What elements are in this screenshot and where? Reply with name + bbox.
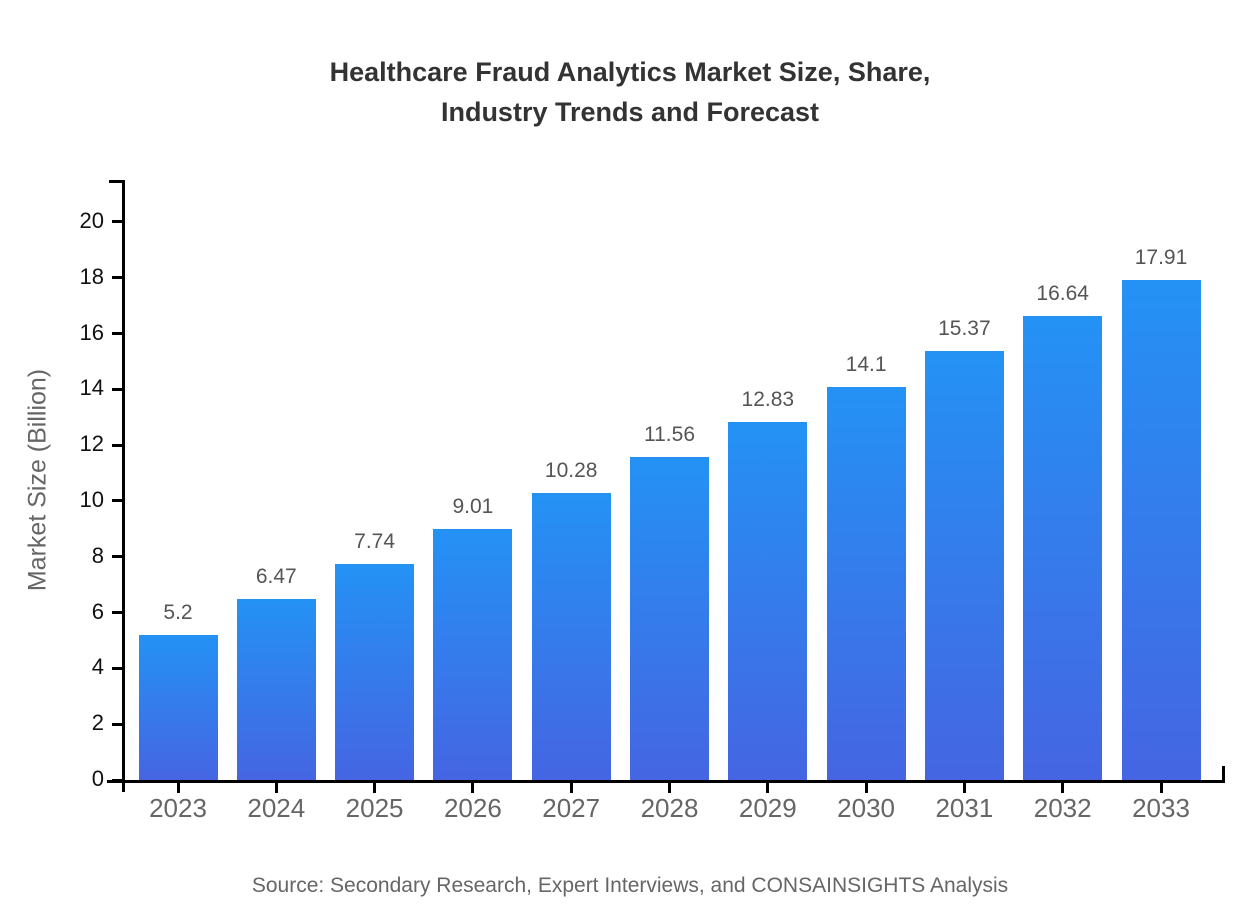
bar-value-label: 14.1 bbox=[845, 352, 887, 376]
x-tick bbox=[766, 783, 770, 793]
bar bbox=[138, 634, 218, 780]
y-tick-label: 4 bbox=[91, 654, 104, 680]
y-tick bbox=[112, 499, 122, 503]
y-tick bbox=[112, 666, 122, 670]
bar-value-label: 6.47 bbox=[255, 565, 297, 589]
bar-value-label: 11.56 bbox=[644, 423, 695, 447]
y-tick bbox=[112, 778, 122, 782]
x-tick-label: 2030 bbox=[837, 793, 896, 823]
y-tick-label: 6 bbox=[91, 598, 104, 624]
y-tick-label: 10 bbox=[79, 486, 104, 512]
bar-value-label: 7.74 bbox=[354, 530, 396, 553]
x-tick bbox=[274, 783, 278, 793]
bar-value-label: 16.64 bbox=[1036, 281, 1089, 305]
y-tick-label: 2 bbox=[91, 710, 104, 736]
bar-value-label: 12.83 bbox=[741, 387, 795, 411]
x-tick-label: 2032 bbox=[1033, 793, 1092, 823]
bar bbox=[236, 599, 316, 780]
y-axis-line bbox=[122, 180, 125, 792]
x-axis-line bbox=[107, 780, 1225, 783]
y-tick bbox=[112, 276, 122, 280]
x-tick bbox=[176, 783, 180, 793]
x-tick-label: 2026 bbox=[443, 793, 502, 823]
bar bbox=[924, 351, 1004, 780]
x-tick bbox=[864, 783, 868, 793]
plot-area: 0 2 4 6 8 10 12 14 16 18 20 5.2 2023 6.47 2024 7.74 202… bbox=[80, 180, 1225, 823]
x-tick bbox=[569, 783, 573, 793]
bar bbox=[1121, 280, 1201, 780]
y-tick bbox=[112, 722, 122, 726]
y-tick-label: 16 bbox=[79, 319, 104, 345]
bar-value-label: 5.2 bbox=[163, 600, 193, 624]
y-tick-label: 0 bbox=[91, 766, 104, 791]
x-axis-end-cap bbox=[1222, 766, 1225, 783]
y-tick bbox=[112, 443, 122, 447]
bar bbox=[728, 421, 808, 780]
y-tick bbox=[112, 332, 122, 335]
bar bbox=[335, 564, 415, 780]
x-tick-label: 2029 bbox=[738, 793, 797, 823]
y-tick-label: 12 bbox=[79, 431, 104, 457]
bar bbox=[433, 528, 513, 780]
bar bbox=[1023, 315, 1103, 780]
x-tick-label: 2027 bbox=[542, 793, 601, 823]
bar-value-label: 15.37 bbox=[938, 317, 991, 341]
bar-value-label: 17.91 bbox=[1134, 246, 1188, 270]
y-axis-end-cap bbox=[109, 180, 122, 183]
y-tick bbox=[112, 387, 122, 391]
x-tick bbox=[373, 783, 377, 793]
x-tick bbox=[471, 783, 475, 793]
y-tick-label: 18 bbox=[79, 263, 104, 289]
y-tick-label: 14 bbox=[79, 375, 104, 401]
x-tick bbox=[1159, 783, 1163, 793]
y-tick bbox=[112, 555, 122, 559]
bar-value-label: 9.01 bbox=[452, 494, 494, 518]
y-tick-label: 8 bbox=[91, 542, 104, 568]
x-tick bbox=[1061, 783, 1065, 793]
x-tick bbox=[668, 783, 671, 793]
y-tick bbox=[112, 220, 122, 224]
x-tick-label: 2033 bbox=[1132, 793, 1190, 823]
y-tick bbox=[112, 611, 122, 615]
chart-title-line1: Healthcare Fraud Analytics Market Size, … bbox=[329, 57, 931, 87]
chart-title: Healthcare Fraud Analytics Market Size, … bbox=[0, 52, 1260, 132]
chart-title-line2: Industry Trends and Forecast bbox=[440, 97, 820, 127]
bar bbox=[531, 493, 611, 780]
x-tick-label: 2024 bbox=[247, 793, 306, 823]
x-tick-label: 2028 bbox=[640, 793, 699, 823]
bar bbox=[826, 386, 906, 780]
source-note: Source: Secondary Research, Expert Inter… bbox=[251, 874, 1009, 897]
bar-value-label: 10.28 bbox=[544, 459, 598, 483]
bar bbox=[630, 457, 709, 780]
x-tick bbox=[962, 783, 966, 793]
x-tick-label: 2023 bbox=[149, 793, 207, 823]
x-tick-label: 2031 bbox=[935, 793, 994, 823]
x-tick-label: 2025 bbox=[345, 793, 404, 823]
y-tick-label: 20 bbox=[79, 207, 104, 233]
